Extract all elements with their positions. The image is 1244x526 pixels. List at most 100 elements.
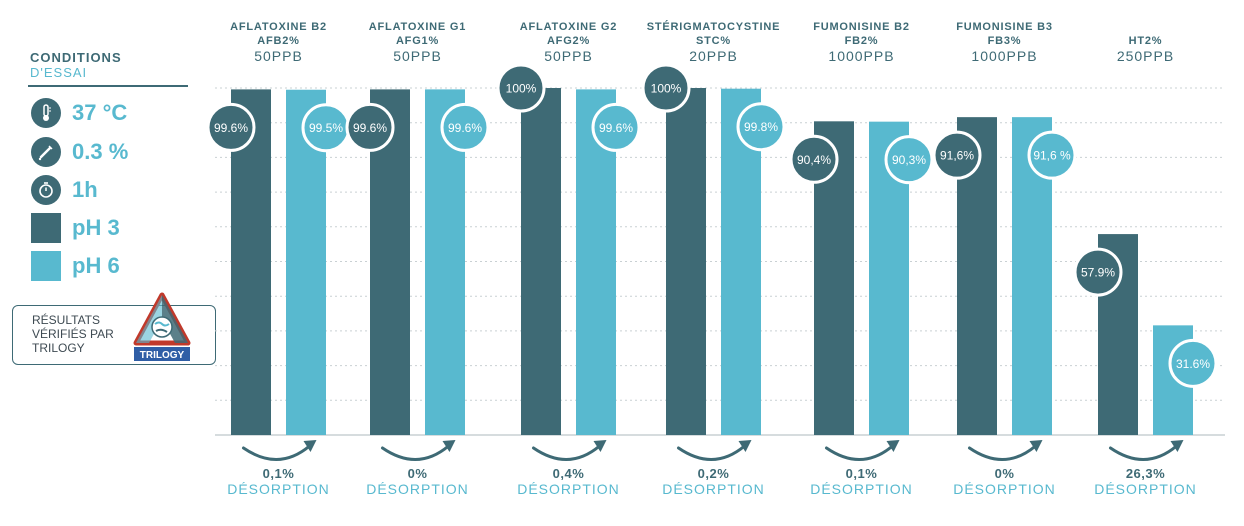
desorption-arrow: [968, 444, 1037, 461]
value-bubble: [1027, 130, 1077, 180]
value-bubble: [440, 102, 490, 152]
group-name: AFLATOXINE G2: [520, 21, 617, 33]
desorption-arrow: [677, 444, 746, 461]
group-code: HT2%: [1129, 35, 1163, 47]
desorption-arrow: [1109, 444, 1178, 461]
arrow-head: [738, 440, 752, 452]
desorption-footers: 0,1%DÉSORPTION0%DÉSORPTION0,4%DÉSORPTION…: [227, 440, 1197, 497]
value-label: 99.6%: [448, 121, 482, 135]
group-code: AFG2%: [547, 35, 590, 47]
group-name: FUMONISINE B3: [956, 21, 1053, 33]
value-label: 100%: [506, 82, 537, 96]
condition-concentration: 0.3 %: [30, 136, 128, 168]
group-dose: 50PPB: [254, 48, 303, 64]
value-label: 91,6%: [940, 149, 974, 163]
group-code: FB3%: [988, 35, 1022, 47]
legend-label: pH 6: [72, 253, 120, 278]
group-code: FB2%: [845, 35, 879, 47]
value-bubble: [641, 63, 691, 113]
group-dose: 1000PPB: [828, 48, 894, 64]
desorption-label: DÉSORPTION: [1094, 481, 1197, 497]
condition-label: 1h: [72, 177, 98, 202]
group-name: AFLATOXINE B2: [230, 21, 327, 33]
value-bubble: [1073, 247, 1123, 297]
value-label: 99.6%: [214, 121, 248, 135]
arrow-head: [1029, 440, 1043, 452]
arrow-head: [886, 440, 900, 452]
condition-duration: 1h: [30, 174, 98, 206]
desorption-arrow: [242, 444, 311, 461]
verification-line: RÉSULTATS: [32, 313, 101, 327]
value-label: 99.6%: [353, 121, 387, 135]
legend-label: pH 3: [72, 215, 120, 240]
conditions-panel: CONDITIONS D'ESSAI 37 °C: [0, 0, 225, 526]
verification-line: TRILOGY: [32, 341, 85, 355]
value-bubble: [591, 102, 641, 152]
group-name: AFLATOXINE G1: [369, 21, 466, 33]
group-dose: 50PPB: [393, 48, 442, 64]
stopwatch-icon: [30, 174, 62, 206]
desorption-value: 0,2%: [698, 466, 730, 481]
desorption-value: 0%: [408, 466, 428, 481]
desorption-arrow: [532, 444, 601, 461]
conditions-divider: [28, 85, 188, 87]
value-label: 90,4%: [797, 153, 831, 167]
legend-item-ph3: pH 3: [30, 212, 120, 244]
value-bubble: [1168, 338, 1218, 388]
condition-label: 37 °C: [72, 100, 128, 125]
desorption-value: 0,4%: [553, 466, 585, 481]
value-label: 90,3%: [892, 153, 926, 167]
condition-temperature: 37 °C: [30, 97, 127, 129]
legend-item-ph6: pH 6: [30, 250, 120, 282]
bar-ph3: [666, 88, 706, 435]
value-bubble: [884, 135, 934, 185]
chart-bars: [231, 88, 1193, 436]
desorption-label: DÉSORPTION: [953, 481, 1056, 497]
group-dose: 250PPB: [1117, 48, 1174, 64]
value-bubble: [932, 130, 982, 180]
value-label: 91,6 %: [1033, 149, 1071, 163]
group-code: AFB2%: [257, 35, 300, 47]
desorption-arrow: [825, 444, 894, 461]
value-label: 99.6%: [599, 121, 633, 135]
group-code: STC%: [696, 35, 731, 47]
desorption-label: DÉSORPTION: [517, 481, 620, 497]
thermometer-icon: [30, 97, 62, 129]
arrow-head: [593, 440, 607, 452]
value-label: 99.5%: [309, 121, 343, 135]
conditions-subtitle: D'ESSAI: [30, 65, 88, 80]
verification-box: [12, 305, 216, 365]
desorption-value: 0%: [995, 466, 1015, 481]
pipette-icon: [30, 136, 62, 168]
trilogy-logo: TRILOGY: [133, 292, 191, 361]
desorption-value: 0,1%: [263, 466, 295, 481]
trilogy-logo-text: TRILOGY: [140, 350, 185, 361]
arrow-head: [303, 440, 317, 452]
value-bubble: [345, 102, 395, 152]
group-code: AFG1%: [396, 35, 439, 47]
verification-text: RÉSULTATS VÉRIFIÉS PAR TRILOGY: [32, 313, 114, 355]
group-dose: 1000PPB: [971, 48, 1037, 64]
conditions-title: CONDITIONS: [30, 50, 122, 65]
desorption-label: DÉSORPTION: [810, 481, 913, 497]
desorption-label: DÉSORPTION: [366, 481, 469, 497]
light-square-swatch: [30, 250, 62, 282]
arrow-head: [1170, 440, 1184, 452]
desorption-label: DÉSORPTION: [227, 481, 330, 497]
group-name: STÉRIGMATOCYSTINE: [647, 20, 781, 33]
value-bubble: [206, 102, 256, 152]
desorption-value: 26,3%: [1126, 466, 1165, 481]
group-name: FUMONISINE B2: [813, 21, 910, 33]
value-label: 100%: [651, 82, 682, 96]
desorption-label: DÉSORPTION: [662, 481, 765, 497]
arrow-head: [442, 440, 456, 452]
verification-line: VÉRIFIÉS PAR: [32, 327, 114, 341]
desorption-value: 0,1%: [846, 466, 878, 481]
value-bubble: [736, 102, 786, 152]
value-bubble: [789, 134, 839, 184]
dark-square-swatch: [30, 212, 62, 244]
chart-labels: 99.6% 99.5% 99.6% 99.6% 100% 99.6% 100% 99.8% 90…: [206, 63, 1218, 388]
condition-label: 0.3 %: [72, 139, 129, 164]
group-dose: 50PPB: [544, 48, 593, 64]
